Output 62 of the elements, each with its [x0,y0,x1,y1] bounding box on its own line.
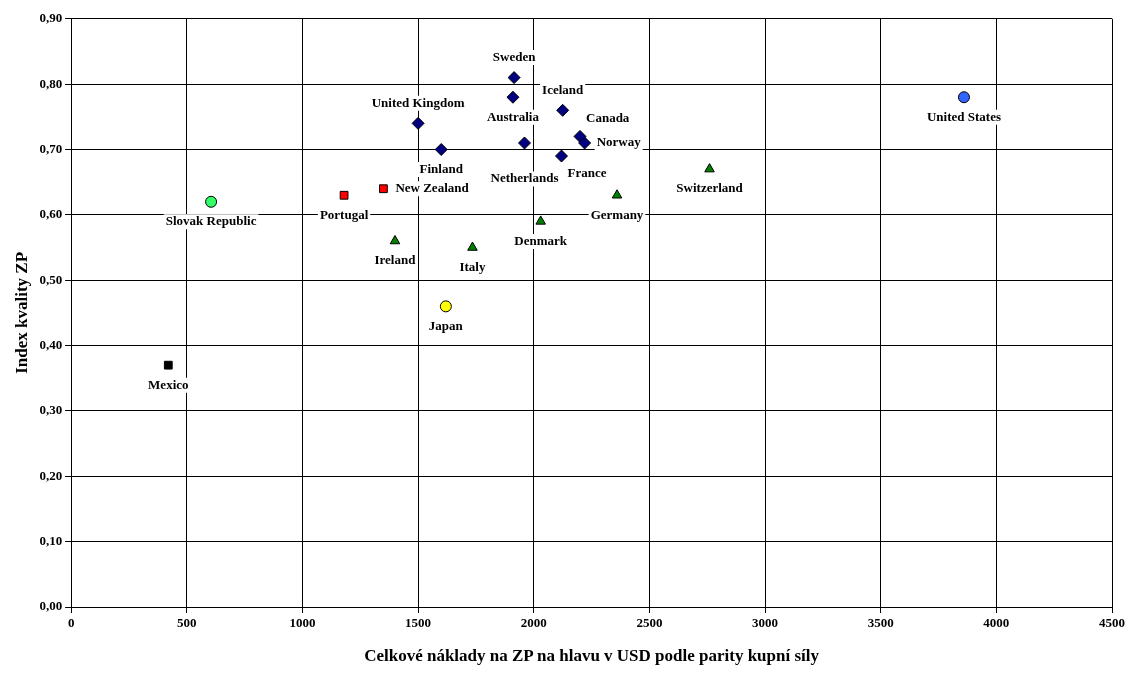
x-tick-label: 0 [67,615,75,631]
x-tick-label: 4500 [1099,615,1125,631]
point [467,241,478,251]
annotation: Portugal [319,206,369,222]
annotation: Germany [590,206,644,222]
point [578,136,592,150]
point [411,116,425,130]
x-tick-label: 4000 [983,615,1010,631]
x-tick-label: 500 [177,615,197,631]
x-tick-label: 2500 [636,615,663,631]
annotation: Norway [596,134,642,150]
point [573,129,587,143]
y-tick-label: 0,10 [39,533,63,548]
y-tick-label: 0,90 [39,10,63,26]
x-tick-label: 2000 [520,615,547,631]
point [611,189,623,199]
annotation: United States [926,108,1001,124]
y-tick-label: 0,70 [39,140,63,156]
annotation: Japan [428,317,464,333]
y-axis-title: Index kvality ZP [11,251,31,374]
y-tick-label: 0,40 [39,336,63,352]
y-tick-label: 0,60 [39,206,63,222]
y-tick-label: 0,00 [39,598,63,614]
point [507,71,521,85]
y-tick-label: 0,50 [39,271,63,287]
annotation: United Kingdom [371,94,465,110]
annotation: Iceland [542,81,585,97]
annotation: Finland [419,160,464,176]
annotation: Canada [586,109,630,125]
point [506,90,520,104]
point [518,136,531,150]
point [389,235,401,245]
point [704,163,715,173]
annotation: Australia [486,108,540,124]
point [339,190,349,200]
annotation: Sweden [492,48,537,64]
annotation: Mexico [148,376,189,392]
point [379,184,388,194]
y-tick-label: 0,30 [39,402,63,418]
x-tick-label: 1500 [405,615,432,631]
x-tick-label: 3000 [752,615,779,631]
annotation: Switzerland [676,180,744,196]
y-tick-label: 0,80 [39,75,63,91]
point [535,215,546,225]
point [205,195,218,208]
x-tick-label: 3500 [867,615,894,631]
point [439,300,452,313]
x-axis-title: Celkové náklady na ZP na hlavu v USD podle parity kupní síly [364,646,820,666]
point [434,143,448,157]
annotation: Ireland [374,252,417,268]
annotation: France [567,165,607,181]
annotation: Netherlands [490,170,559,186]
point [163,360,173,370]
point [957,91,970,104]
y-tick-label: 0,20 [39,467,63,483]
point [556,103,570,117]
annotation: Italy [459,258,486,274]
x-tick-label: 1000 [289,615,316,631]
annotation: Slovak Republic [165,213,257,229]
annotation: Denmark [514,232,568,248]
annotation: New Zealand [395,180,470,196]
point [555,149,569,163]
